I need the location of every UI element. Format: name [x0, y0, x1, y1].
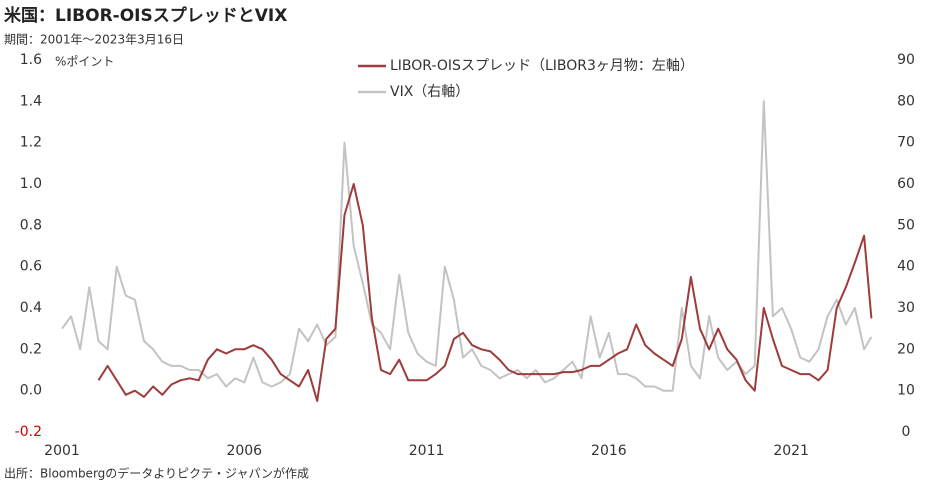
y2-tick-label: 20	[897, 341, 915, 357]
y2-tick-label: 0	[902, 424, 911, 440]
chart-subtitle: 期間：2001年～2023年3月16日	[4, 33, 184, 47]
x-tick-label: 2001	[44, 443, 80, 459]
y-tick-label: 1.0	[20, 176, 42, 192]
series-line	[61, 100, 873, 392]
series-line	[97, 183, 873, 402]
y-tick-label: 0.2	[20, 341, 42, 357]
y2-tick-label: 80	[897, 93, 915, 109]
y-tick-label: -0.2	[15, 424, 42, 440]
y-tick-label: 1.2	[20, 135, 42, 151]
y2-tick-label: 30	[897, 300, 915, 316]
x-tick-label: 2016	[591, 443, 627, 459]
chart-title: 米国：LIBOR-OISスプレッドとVIX	[4, 5, 287, 26]
y2-tick-label: 40	[897, 259, 915, 275]
y-axis-label: %ポイント	[55, 55, 114, 69]
legend-label: LIBOR-OISスプレッド（LIBOR3ヶ月物：左軸）	[390, 58, 694, 74]
y2-tick-label: 70	[897, 135, 915, 151]
y-tick-label: 1.6	[20, 52, 42, 68]
x-tick-label: 2021	[773, 443, 809, 459]
y-tick-label: 1.4	[20, 93, 42, 109]
y-tick-label: 0.6	[20, 259, 42, 275]
source-note: 出所：Bloombergのデータよりピクテ・ジャパンが作成	[4, 466, 309, 481]
y2-tick-label: 90	[897, 52, 915, 68]
y-tick-label: 0.0	[20, 383, 42, 399]
legend-label: VIX（右軸）	[390, 84, 469, 100]
y2-tick-label: 10	[897, 383, 915, 399]
y2-tick-label: 60	[897, 176, 915, 192]
x-tick-label: 2006	[226, 443, 262, 459]
y-tick-label: 0.8	[20, 217, 42, 233]
x-tick-label: 2011	[409, 443, 445, 459]
y-tick-label: 0.4	[20, 300, 42, 316]
y2-tick-label: 50	[897, 217, 915, 233]
